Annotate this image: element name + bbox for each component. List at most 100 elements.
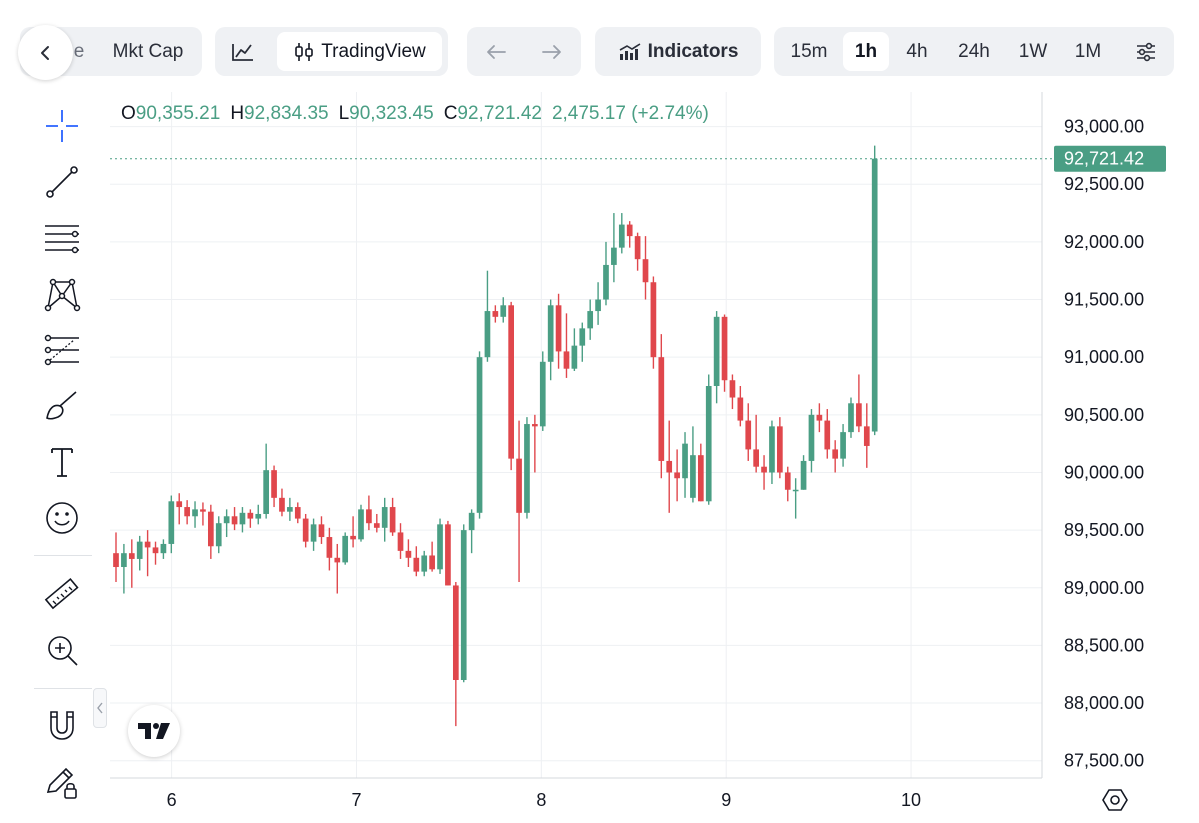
candle-body (816, 414, 823, 421)
candle-body (840, 432, 846, 459)
timeframe-1h[interactable]: 1h (843, 32, 889, 71)
horizontal-lines-tool[interactable] (38, 216, 86, 260)
candle (223, 509, 230, 538)
ruler-icon (44, 577, 79, 610)
scroll-back-button[interactable] (18, 25, 73, 80)
line-mode-button[interactable] (221, 32, 265, 71)
candle-body (745, 420, 752, 450)
change-value: 2,475.17 (+2.74%) (551, 103, 709, 124)
tab-partial[interactable]: e (73, 40, 85, 62)
tradingview-logo[interactable] (128, 705, 180, 757)
candle (587, 299, 594, 340)
candle (326, 527, 333, 571)
candle (634, 232, 641, 271)
candle-body (721, 316, 728, 381)
price-tick-label: 88,000.00 (1064, 693, 1144, 713)
magnet-tool[interactable] (38, 704, 86, 748)
crosshair-tool[interactable] (38, 104, 86, 148)
candle-body (255, 513, 262, 519)
candle (539, 351, 546, 431)
tradingview-mode-button[interactable]: TradingView (277, 32, 442, 71)
candle-body (571, 345, 578, 369)
timeframe-4h[interactable]: 4h (906, 40, 928, 62)
candle-body (753, 449, 759, 467)
timeframe-1w[interactable]: 1W (1018, 40, 1048, 62)
tab-mkt-cap[interactable]: Mkt Cap (112, 40, 184, 62)
candle-body (800, 460, 807, 490)
candle (302, 513, 309, 548)
candle (200, 502, 206, 526)
candle-body (642, 259, 649, 283)
candle (263, 443, 270, 519)
candle (500, 297, 507, 323)
price-tick-label: 89,000.00 (1064, 578, 1144, 598)
candle (769, 420, 775, 484)
candle-body (784, 472, 791, 490)
price-tick-label: 93,000.00 (1064, 117, 1144, 137)
candle-body (279, 497, 285, 512)
candle (697, 443, 704, 502)
candle (113, 532, 119, 582)
time-axis[interactable]: 6 7 8 9 10 (167, 790, 921, 810)
candle (468, 509, 475, 554)
candle (863, 403, 870, 468)
lock-drawings-tool[interactable] (38, 760, 86, 804)
toolbar-divider (34, 688, 92, 689)
fib-tool[interactable] (38, 328, 86, 372)
arrow-right-icon (542, 44, 561, 59)
candle-body (618, 224, 625, 248)
pattern-tool[interactable] (38, 272, 86, 316)
candle-body (848, 403, 854, 433)
candle-body (429, 555, 435, 570)
candle-body (215, 523, 222, 547)
collapse-toolbar-button[interactable] (93, 688, 107, 728)
candle-body (381, 507, 388, 528)
candle-body (271, 470, 277, 498)
brush-icon (46, 391, 77, 420)
emoji-tool[interactable] (38, 496, 86, 540)
candle-body (539, 361, 546, 427)
candle (239, 507, 246, 533)
candle (215, 516, 222, 554)
trend-line-tool[interactable] (38, 160, 86, 204)
timeframe-24h[interactable]: 24h (958, 40, 990, 62)
time-tick-label: 7 (351, 790, 361, 810)
candle-body (452, 585, 459, 680)
candle-body (460, 530, 467, 680)
measure-tool[interactable] (38, 572, 86, 616)
candle-body (832, 449, 839, 459)
axis-settings-button[interactable] (1098, 785, 1132, 815)
candle-body (595, 299, 601, 312)
price-tick-label: 92,500.00 (1064, 174, 1144, 194)
chevron-left-icon (97, 702, 103, 714)
high-value: 92,834.35 (244, 103, 329, 124)
candle (492, 305, 499, 323)
candle (358, 504, 364, 542)
candle (848, 397, 854, 438)
timeframe-15m[interactable]: 15m (790, 40, 828, 62)
zoom-tool[interactable] (38, 628, 86, 672)
candle (310, 518, 317, 551)
price-axis[interactable]: 93,000.00 92,500.00 92,000.00 91,500.00 91,0… (1064, 117, 1144, 771)
candle-body (484, 311, 491, 358)
candle-body (239, 512, 246, 525)
candle (342, 532, 349, 565)
candle-body (713, 316, 720, 386)
candle-body (761, 466, 767, 473)
candle (690, 426, 696, 503)
timeframe-1m[interactable]: 1M (1074, 40, 1102, 62)
candle (231, 507, 238, 531)
indicators-button[interactable]: Indicators (601, 32, 755, 71)
text-tool[interactable] (38, 440, 86, 484)
redo-button[interactable] (529, 32, 575, 71)
candle-body (373, 523, 380, 528)
undo-button[interactable] (473, 32, 519, 71)
price-tick-label: 92,000.00 (1064, 232, 1144, 252)
candle-body (389, 507, 396, 533)
chart-settings-button[interactable] (1124, 32, 1168, 71)
open-value: 90,355.21 (135, 103, 221, 124)
candle-body (626, 224, 633, 237)
candle-body (184, 507, 190, 517)
brush-tool[interactable] (38, 384, 86, 428)
